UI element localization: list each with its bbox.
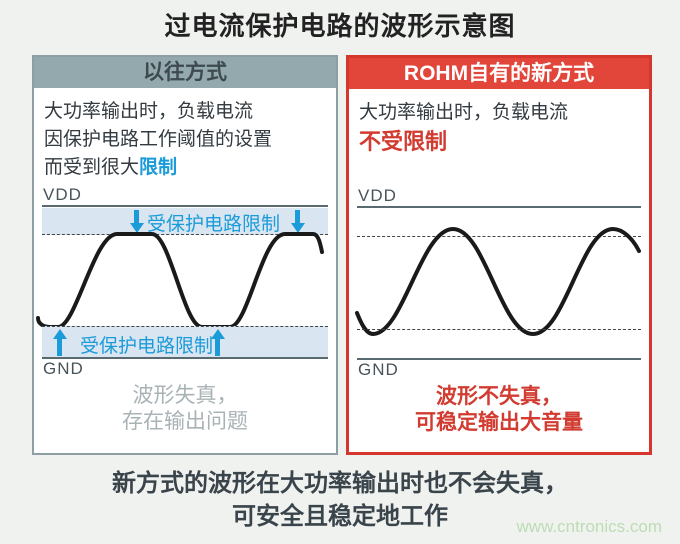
panel-rohm-new: ROHM自有的新方式 大功率输出时，负载电流 不受限制 VDD GND 波形不失… <box>346 55 652 455</box>
desc-line-1: 大功率输出时，负载电流 <box>44 101 254 122</box>
caption-line-2: 存在输出问题 <box>122 410 248 433</box>
vdd-rail-line <box>42 205 328 207</box>
panel-rohm-description: 大功率输出时，负载电流 不受限制 <box>359 99 568 158</box>
clipped-waveform <box>36 232 324 329</box>
panel-conventional-description: 大功率输出时，负载电流 因保护电路工作阈值的设置 而受到很大限制 <box>44 98 272 182</box>
sine-waveform <box>355 226 641 337</box>
down-arrow-icon <box>134 210 139 223</box>
caption-line-1: 波形不失真， <box>436 385 562 408</box>
desc-highlight-limited: 限制 <box>139 157 178 178</box>
protection-band-bottom-label: 受保护电路限制 <box>80 336 214 357</box>
desc-highlight-unlimited: 不受限制 <box>359 129 448 154</box>
protection-band-top: 受保护电路限制 <box>42 208 328 235</box>
footer-line-1: 新方式的波形在大功率输出时也不会失真， <box>112 470 568 497</box>
footer-caption: 新方式的波形在大功率输出时也不会失真， 可安全且稳定地工作 <box>0 467 680 533</box>
down-arrow-icon <box>295 210 300 223</box>
threshold-dashed-line-bottom <box>357 329 641 330</box>
caption-line-1: 波形失真， <box>132 384 238 407</box>
gnd-rail-line <box>357 358 641 360</box>
up-arrow-icon <box>215 339 220 356</box>
desc-line-2: 因保护电路工作阈值的设置 <box>44 129 273 150</box>
panel-conventional-header: 以往方式 <box>34 57 336 88</box>
page-title: 过电流保护电路的波形示意图 <box>164 11 516 41</box>
desc-line-3: 而受到很大 <box>44 157 140 178</box>
panel-conventional-caption: 波形失真， 存在输出问题 <box>34 383 336 435</box>
desc-line-1: 大功率输出时，负载电流 <box>359 102 569 123</box>
up-arrow-icon <box>57 339 62 356</box>
panel-conventional: 以往方式 大功率输出时，负载电流 因保护电路工作阈值的设置 而受到很大限制 VD… <box>32 55 338 455</box>
panel-rohm-caption: 波形不失真， 可稳定输出大音量 <box>349 384 649 436</box>
site-watermark: www.cntronics.com <box>516 517 662 536</box>
protection-band-top-label: 受保护电路限制 <box>147 214 281 235</box>
gnd-rail-line <box>42 357 328 359</box>
gnd-label: GND <box>43 359 84 378</box>
vdd-label: VDD <box>358 186 397 205</box>
vdd-label: VDD <box>43 185 82 204</box>
gnd-label: GND <box>358 360 399 379</box>
vdd-rail-line <box>357 206 641 208</box>
threshold-dashed-line-top <box>357 236 641 237</box>
caption-line-2: 可稳定输出大音量 <box>415 411 583 434</box>
protection-band-bottom: 受保护电路限制 <box>42 326 328 358</box>
footer-line-2: 可安全且稳定地工作 <box>232 503 448 530</box>
panel-rohm-new-header: ROHM自有的新方式 <box>349 58 649 89</box>
